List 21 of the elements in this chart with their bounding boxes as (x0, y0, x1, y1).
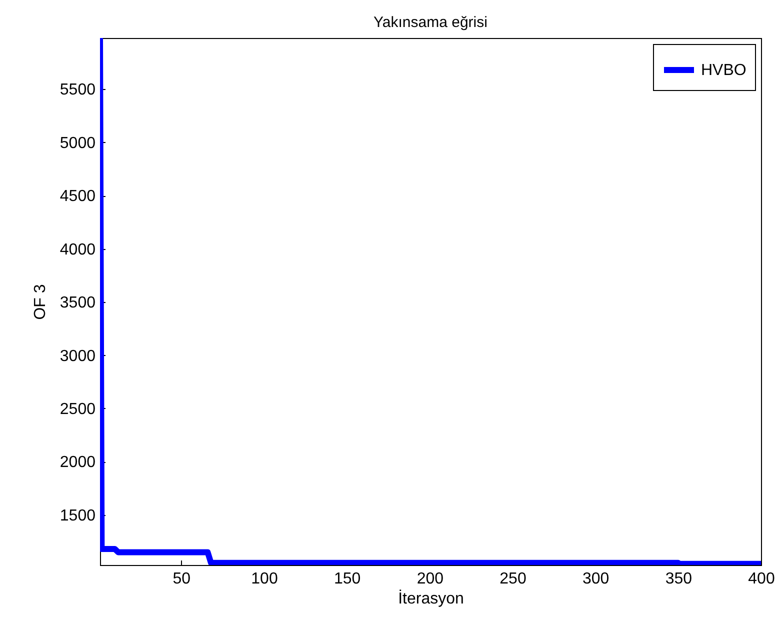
y-tick-label: 3000 (60, 348, 96, 365)
y-tick-label: 5500 (60, 82, 96, 99)
y-axis-title: OF 3 (32, 284, 49, 320)
x-axis-title: İterasyon (398, 590, 464, 608)
x-tick-label: 150 (334, 570, 361, 588)
x-tick-label: 250 (500, 570, 526, 588)
x-tick-label: 400 (748, 570, 775, 588)
y-tick-label: 4500 (60, 188, 96, 206)
legend-label: HVBO (701, 62, 746, 79)
y-tick-label: 2000 (60, 454, 96, 472)
y-tick-label: 2500 (60, 400, 96, 418)
x-tick-label: 100 (251, 570, 278, 588)
x-tick-label: 350 (665, 570, 692, 588)
chart-title: Yakınsama eğrisi (374, 14, 488, 31)
x-tick-label: 300 (582, 570, 610, 588)
y-tick-label: 1500 (60, 507, 96, 524)
y-tick-label: 3500 (60, 294, 96, 312)
x-tick-label: 50 (172, 570, 191, 588)
x-tick-label: 200 (416, 570, 444, 588)
y-tick-label: 5000 (60, 134, 96, 152)
y-tick-label: 4000 (60, 241, 96, 258)
